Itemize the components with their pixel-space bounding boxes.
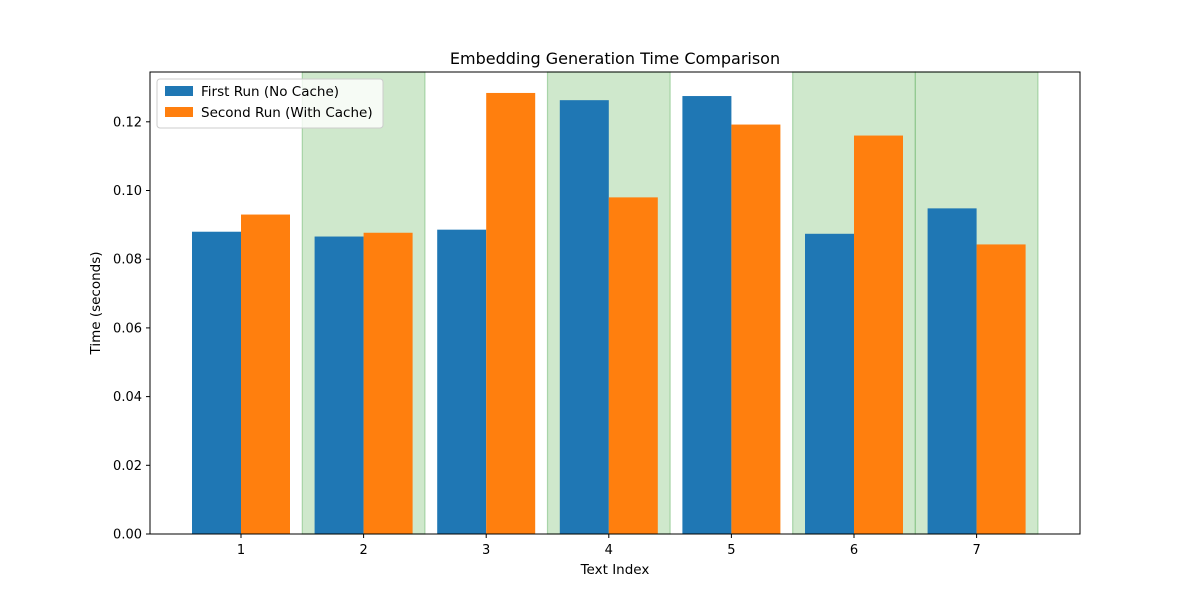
y-tick-label: 0.10 — [113, 184, 142, 199]
bar-series1-4 — [559, 100, 609, 535]
bar-series2-3 — [486, 92, 536, 535]
bar-series2-1 — [241, 214, 290, 535]
x-tick-label: 1 — [237, 543, 245, 558]
legend-label-first-run: First Run (No Cache) — [201, 84, 339, 100]
highlight-bands — [301, 71, 1039, 535]
plot-frame — [149, 71, 1081, 535]
y-axis-label: Time (seconds) — [88, 251, 104, 355]
legend-swatch-first-run — [165, 86, 193, 96]
bars-group — [192, 92, 1026, 535]
x-tick-label: 4 — [605, 543, 613, 558]
y-tick-label: 0.02 — [113, 459, 142, 474]
y-tick-label: 0.12 — [113, 115, 142, 130]
y-tick-label: 0.06 — [113, 321, 142, 336]
legend-label-second-run: Second Run (With Cache) — [201, 105, 373, 121]
bar-series1-3 — [437, 229, 487, 534]
bar-series2-2 — [363, 232, 413, 535]
y-tick-label: 0.08 — [113, 253, 142, 268]
x-tick-label: 5 — [727, 543, 735, 558]
x-axis-label: Text Index — [580, 562, 650, 578]
chart-title: Embedding Generation Time Comparison — [450, 49, 780, 68]
bar-series2-4 — [608, 197, 658, 534]
y-tick-label: 0.00 — [113, 528, 142, 543]
bar-series1-5 — [682, 96, 732, 534]
x-tick-label: 3 — [482, 543, 490, 558]
x-tick-label: 6 — [850, 543, 858, 558]
bar-series1-6 — [805, 233, 854, 534]
y-axis: 0.00 0.02 0.04 0.06 0.08 0.10 0.12 — [113, 115, 150, 543]
bar-series1-7 — [927, 208, 977, 534]
bar-series2-6 — [854, 135, 903, 535]
x-tick-label: 7 — [972, 543, 980, 558]
legend-swatch-second-run — [165, 107, 193, 117]
bar-series1-1 — [192, 231, 241, 534]
legend-box — [156, 78, 384, 129]
bar-series2-7 — [976, 244, 1026, 534]
y-tick-label: 0.04 — [113, 390, 142, 405]
x-axis: 1 2 3 4 5 6 7 — [237, 534, 981, 558]
bar-series2-5 — [731, 124, 781, 534]
bar-series1-2 — [314, 236, 364, 535]
x-tick-label: 2 — [359, 543, 367, 558]
legend: First Run (No Cache) Second Run (With Ca… — [156, 78, 384, 129]
